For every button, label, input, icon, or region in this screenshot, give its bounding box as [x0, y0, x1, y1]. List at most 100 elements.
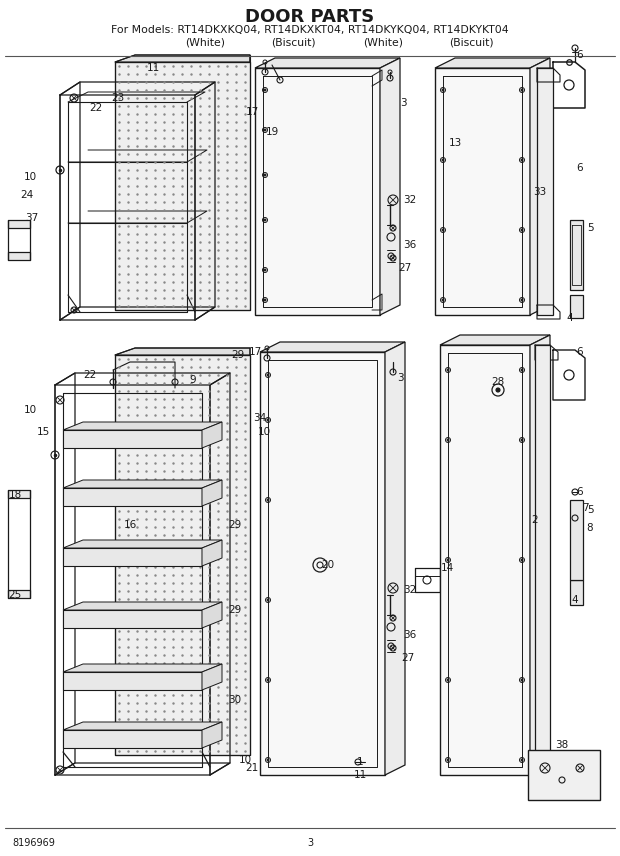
- Text: 17: 17: [249, 347, 262, 357]
- Circle shape: [267, 679, 269, 681]
- Text: 13: 13: [448, 138, 462, 148]
- Text: (Biscuit): (Biscuit): [449, 37, 494, 47]
- Text: 3: 3: [400, 98, 406, 108]
- Text: 32: 32: [404, 585, 417, 595]
- Polygon shape: [202, 480, 222, 506]
- Circle shape: [521, 299, 523, 301]
- Text: 20: 20: [321, 560, 335, 570]
- Polygon shape: [530, 335, 550, 775]
- Circle shape: [267, 759, 269, 761]
- Polygon shape: [115, 62, 250, 310]
- Text: (White): (White): [363, 37, 403, 47]
- Text: 11: 11: [353, 770, 366, 780]
- Text: 16: 16: [123, 520, 136, 530]
- Polygon shape: [63, 722, 222, 730]
- Polygon shape: [115, 348, 250, 355]
- Circle shape: [264, 174, 266, 176]
- Polygon shape: [63, 548, 202, 566]
- Polygon shape: [115, 355, 250, 755]
- Text: 8: 8: [587, 523, 593, 533]
- Circle shape: [521, 159, 523, 161]
- Circle shape: [267, 374, 269, 376]
- Circle shape: [442, 89, 444, 91]
- Text: 6: 6: [577, 487, 583, 497]
- Circle shape: [521, 439, 523, 441]
- Circle shape: [267, 499, 269, 501]
- Polygon shape: [63, 672, 202, 690]
- Text: 3: 3: [397, 373, 404, 383]
- Text: (White): (White): [185, 37, 225, 47]
- Text: (Biscuit): (Biscuit): [271, 37, 316, 47]
- Text: 33: 33: [533, 187, 547, 197]
- Circle shape: [264, 89, 266, 91]
- Text: 21: 21: [246, 763, 259, 773]
- Text: 17: 17: [246, 107, 259, 117]
- Text: 1: 1: [356, 757, 363, 767]
- Text: 36: 36: [404, 240, 417, 250]
- Circle shape: [264, 269, 266, 271]
- Polygon shape: [570, 580, 583, 605]
- Circle shape: [496, 388, 500, 392]
- Polygon shape: [570, 295, 583, 318]
- Polygon shape: [570, 500, 583, 580]
- Text: 29: 29: [228, 605, 242, 615]
- Polygon shape: [63, 480, 222, 488]
- Circle shape: [447, 679, 449, 681]
- Polygon shape: [535, 345, 550, 775]
- Polygon shape: [202, 422, 222, 448]
- Text: 23: 23: [112, 93, 125, 103]
- Text: 2: 2: [532, 515, 538, 525]
- Polygon shape: [537, 68, 553, 315]
- Polygon shape: [570, 220, 583, 290]
- Text: 7: 7: [582, 503, 588, 513]
- Polygon shape: [260, 352, 385, 775]
- Text: 9: 9: [190, 375, 197, 385]
- Polygon shape: [435, 68, 530, 315]
- Polygon shape: [63, 488, 202, 506]
- Text: 6: 6: [577, 50, 583, 60]
- Polygon shape: [63, 610, 202, 628]
- Text: 38: 38: [556, 740, 569, 750]
- Polygon shape: [202, 722, 222, 748]
- Text: 15: 15: [37, 427, 50, 437]
- Text: 36: 36: [404, 630, 417, 640]
- Circle shape: [447, 759, 449, 761]
- Text: 10: 10: [24, 172, 37, 182]
- Text: 6: 6: [577, 347, 583, 357]
- Circle shape: [521, 559, 523, 561]
- Text: 25: 25: [9, 590, 22, 600]
- Text: 27: 27: [399, 263, 412, 273]
- Circle shape: [264, 299, 266, 301]
- Polygon shape: [255, 58, 400, 68]
- Polygon shape: [440, 335, 550, 345]
- Text: 19: 19: [265, 127, 278, 137]
- Text: 29: 29: [228, 520, 242, 530]
- Text: 4: 4: [572, 595, 578, 605]
- Polygon shape: [8, 590, 30, 598]
- Circle shape: [264, 129, 266, 131]
- Polygon shape: [8, 252, 30, 260]
- Text: 32: 32: [404, 195, 417, 205]
- Text: 18: 18: [9, 490, 22, 500]
- Text: 22: 22: [83, 370, 97, 380]
- Polygon shape: [202, 602, 222, 628]
- Text: 14: 14: [440, 563, 454, 573]
- Text: DOOR PARTS: DOOR PARTS: [246, 8, 374, 26]
- Circle shape: [521, 759, 523, 761]
- Polygon shape: [8, 220, 30, 228]
- Polygon shape: [202, 540, 222, 566]
- Polygon shape: [260, 342, 405, 352]
- Text: 3: 3: [307, 838, 313, 848]
- Polygon shape: [63, 540, 222, 548]
- Circle shape: [267, 419, 269, 421]
- Polygon shape: [255, 68, 380, 315]
- Circle shape: [447, 369, 449, 371]
- Polygon shape: [385, 342, 405, 775]
- Text: 10: 10: [239, 755, 252, 765]
- Polygon shape: [63, 422, 222, 430]
- Text: 37: 37: [25, 213, 38, 223]
- Text: 11: 11: [146, 63, 159, 73]
- Circle shape: [521, 89, 523, 91]
- Text: 10: 10: [24, 405, 37, 415]
- Circle shape: [264, 219, 266, 221]
